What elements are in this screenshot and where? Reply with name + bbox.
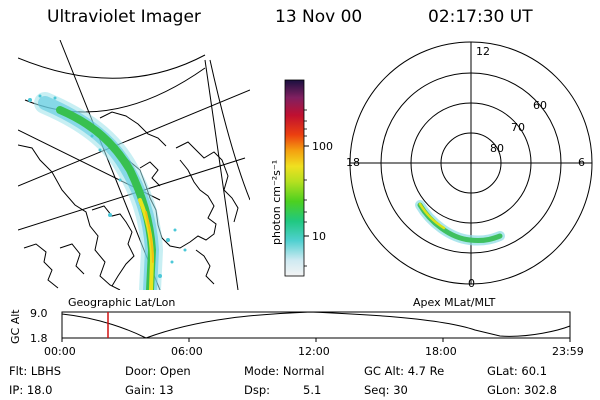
timeline-xtick-3: 18:00 (425, 345, 457, 358)
apex-caption: Apex MLat/MLT (413, 296, 496, 309)
dsp-value: 5.1 (303, 383, 322, 397)
aurora-band-polar (415, 200, 505, 246)
glat-info: GLat: 60.1 (487, 364, 548, 378)
colorbar-tick-10: 10 (312, 230, 326, 243)
mode-info: Mode: Normal (244, 364, 325, 378)
gain-info: Gain: 13 (125, 383, 174, 397)
map-coastlines (18, 111, 239, 290)
dsp-label: Dsp: (244, 383, 271, 397)
timeline-xtick-1: 06:00 (171, 345, 203, 358)
seq-info: Seq: 30 (364, 383, 408, 397)
aurora-band-geo (34, 92, 164, 290)
lat-label-80: 80 (490, 142, 504, 155)
gcalt-info: GC Alt: 4.7 Re (364, 364, 445, 378)
date-label: 13 Nov 00 (275, 7, 363, 27)
timeline-ytick-top: 9.0 (30, 307, 48, 320)
glon-info: GLon: 302.8 (487, 383, 557, 397)
altitude-timeline (61, 311, 571, 342)
aurora-speckles-geo (28, 94, 187, 278)
geo-caption: Geographic Lat/Lon (68, 296, 176, 309)
filter-info: Flt: LBHS (9, 364, 62, 378)
lat-label-70: 70 (511, 121, 525, 134)
timeline-ylabel: GC Alt (9, 309, 22, 344)
mlt-label-bottom: 0 (468, 277, 475, 290)
mlt-label-left: 18 (346, 156, 360, 169)
timeline-xtick-2: 12:00 (298, 345, 330, 358)
mlt-label-top: 12 (476, 45, 490, 58)
colorbar-label: photon cm⁻²s⁻¹ (270, 159, 283, 245)
geographic-map (18, 40, 250, 290)
ip-info: IP: 18.0 (9, 383, 53, 397)
lat-label-60: 60 (533, 99, 547, 112)
door-info: Door: Open (125, 364, 191, 378)
polar-plot (349, 41, 593, 285)
timeline-xtick-0: 00:00 (44, 345, 76, 358)
colorbar (284, 79, 305, 277)
app-title: Ultraviolet Imager (47, 7, 201, 27)
timeline-ytick-bottom: 1.8 (30, 332, 48, 345)
time-label: 02:17:30 UT (428, 7, 533, 27)
colorbar-tick-100: 100 (312, 140, 333, 153)
mlt-label-right: 6 (578, 156, 585, 169)
timeline-xtick-4: 23:59 (552, 345, 584, 358)
